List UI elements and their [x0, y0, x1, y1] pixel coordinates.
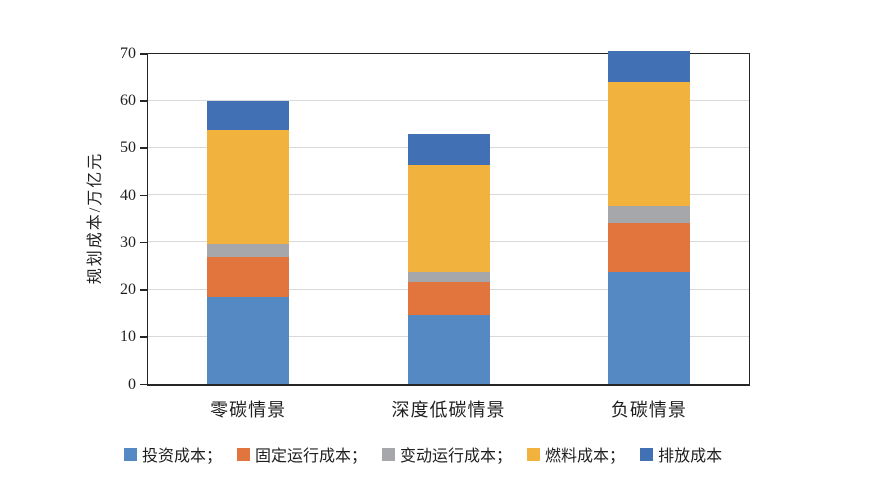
bar-segment-排放成本-零碳情景: [207, 101, 290, 130]
y-tick-mark-60: [140, 100, 147, 102]
y-tick-mark-20: [140, 289, 147, 291]
legend-item-燃料成本: 燃料成本；: [527, 442, 625, 466]
y-tick-label-0: 0: [128, 375, 136, 393]
bar-segment-投资成本-深度低碳情景: [407, 314, 490, 385]
legend-label-变动运行成本: 变动运行成本；: [400, 448, 513, 465]
category-label-深度低碳情景: 深度低碳情景: [391, 400, 506, 420]
bar-segment-变动运行成本-零碳情景: [207, 244, 290, 258]
bar-segment-燃料成本-零碳情景: [207, 129, 290, 245]
y-tick-label-70: 70: [120, 45, 136, 62]
y-tick-mark-0: [140, 383, 147, 385]
category-label-负碳情景: 负碳情景: [610, 400, 687, 420]
legend-swatch-燃料成本: [527, 447, 541, 461]
legend-swatch-排放成本: [640, 447, 654, 461]
y-tick-label-10: 10: [120, 328, 136, 346]
category-label-零碳情景: 零碳情景: [210, 400, 287, 420]
gridline-60: [148, 99, 749, 101]
y-tick-mark-70: [140, 53, 147, 55]
y-tick-label-60: 60: [120, 92, 136, 110]
bar-segment-固定运行成本-零碳情景: [207, 257, 290, 297]
legend: 投资成本； 固定运行成本； 变动运行成本； 燃料成本； 排放成本: [124, 442, 722, 466]
bar-segment-变动运行成本-负碳情景: [607, 206, 690, 223]
x-axis-line: [147, 383, 750, 386]
bar-segment-投资成本-零碳情景: [207, 296, 290, 385]
bar-segment-固定运行成本-深度低碳情景: [407, 282, 490, 315]
y-tick-mark-40: [140, 194, 147, 197]
bar-segment-变动运行成本-深度低碳情景: [407, 271, 490, 283]
legend-item-投资成本: 投资成本；: [124, 442, 222, 466]
legend-item-排放成本: 排放成本: [640, 442, 722, 466]
bar-segment-排放成本-深度低碳情景: [407, 134, 490, 165]
y-tick-mark-30: [140, 241, 147, 244]
bar-segment-排放成本-负碳情景: [607, 50, 690, 83]
bar-segment-投资成本-负碳情景: [607, 271, 690, 385]
y-tick-label-30: 30: [120, 233, 136, 251]
y-tick-label-50: 50: [120, 139, 136, 157]
bar-segment-固定运行成本-负碳情景: [607, 223, 690, 272]
legend-label-投资成本: 投资成本；: [142, 448, 223, 465]
legend-label-燃料成本: 燃料成本；: [545, 448, 626, 465]
y-tick-mark-50: [140, 147, 147, 149]
bar-segment-燃料成本-负碳情景: [607, 82, 690, 207]
bar-segment-燃料成本-深度低碳情景: [407, 164, 490, 272]
y-axis-title: 规划成本/万亿元: [87, 151, 104, 285]
y-tick-label-20: 20: [120, 281, 136, 299]
legend-item-变动运行成本: 变动运行成本；: [382, 442, 512, 466]
y-tick-label-40: 40: [120, 186, 136, 204]
legend-swatch-投资成本: [124, 447, 137, 461]
legend-swatch-固定运行成本: [237, 447, 251, 461]
legend-label-排放成本: 排放成本: [658, 448, 723, 465]
y-tick-mark-10: [140, 336, 147, 338]
legend-label-固定运行成本: 固定运行成本；: [255, 448, 368, 465]
legend-swatch-变动运行成本: [382, 447, 396, 461]
legend-item-固定运行成本: 固定运行成本；: [237, 442, 367, 466]
